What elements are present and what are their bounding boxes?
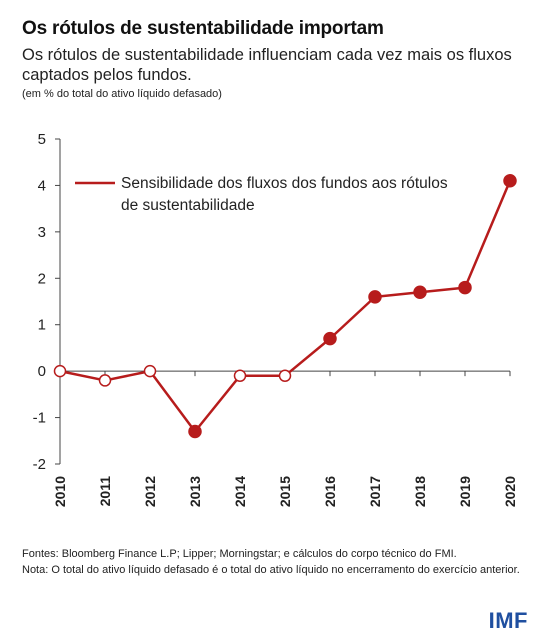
x-tick-label: 2014	[232, 476, 248, 507]
x-tick-label: 2018	[412, 476, 428, 507]
line-chart: 5 4 3 2 1 0 -1 -2 2010 2011 2012 2013 2014 2015 2016 20…	[33, 131, 518, 507]
y-tick-label: -1	[33, 410, 46, 427]
legend-label: Sensibilidade dos fluxos dos fundos aos …	[121, 175, 448, 192]
x-tick-label: 2020	[502, 476, 518, 507]
sources-note: Fontes: Bloomberg Finance L.P; Lipper; M…	[22, 548, 457, 560]
x-tick-label: 2016	[322, 476, 338, 507]
data-point	[233, 369, 247, 383]
y-tick-label: -2	[33, 456, 46, 473]
footer: Fontes: Bloomberg Finance L.P; Lipper; M…	[22, 546, 527, 578]
x-tick-label: 2010	[52, 476, 68, 507]
y-tick-label: 4	[38, 177, 46, 194]
methodology-note: Nota: O total do ativo líquido defasado …	[22, 564, 520, 576]
x-tick-label: 2019	[457, 476, 473, 507]
data-point	[143, 364, 157, 378]
chart-subtitle: Os rótulos de sustentabilidade influenci…	[22, 46, 512, 84]
x-tick-label: 2011	[97, 476, 113, 507]
data-point	[458, 280, 472, 295]
data-point	[278, 369, 292, 383]
x-tick-label: 2015	[277, 476, 293, 507]
legend-label: de sustentabilidade	[121, 197, 255, 214]
y-tick-label: 0	[38, 363, 46, 380]
data-point	[98, 374, 112, 387]
x-tick-label: 2012	[142, 476, 158, 507]
data-point	[323, 331, 337, 346]
y-tick-label: 5	[38, 131, 46, 148]
imf-logo: IMF	[488, 608, 528, 633]
data-point	[188, 424, 202, 439]
unit-note: (em % do total do ativo líquido defasado…	[22, 88, 222, 100]
data-point	[53, 364, 67, 378]
data-point	[503, 174, 517, 188]
chart-title: Os rótulos de sustentabilidade importam	[22, 18, 384, 39]
data-point	[413, 285, 427, 299]
y-tick-label: 1	[38, 317, 46, 334]
x-tick-label: 2017	[367, 476, 383, 507]
y-tick-label: 3	[38, 224, 46, 241]
data-point	[368, 290, 382, 304]
x-tick-label: 2013	[187, 476, 203, 507]
series-line	[59, 180, 512, 433]
y-tick-label: 2	[38, 270, 46, 287]
